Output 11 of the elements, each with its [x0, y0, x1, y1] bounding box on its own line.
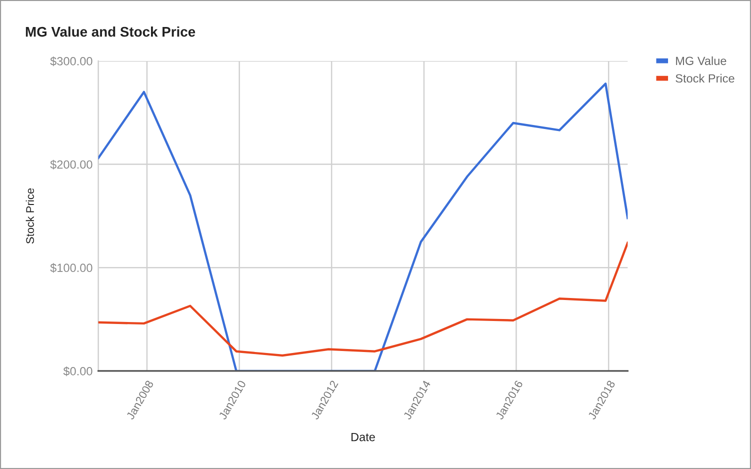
- chart-title: MG Value and Stock Price: [26, 26, 196, 37]
- y-tick-label: $200.00: [50, 160, 92, 170]
- line-series: [98, 242, 628, 357]
- x-axis-title: Date: [351, 432, 375, 442]
- y-tick-label: $100.00: [50, 263, 92, 273]
- legend-label: MG Value: [676, 56, 726, 66]
- y-tick-label: $0.00: [63, 366, 92, 376]
- y-axis-title: Stock Price: [26, 188, 34, 244]
- y-tick-label: $300.00: [50, 56, 92, 66]
- line-series: [98, 82, 628, 371]
- legend-label: Stock Price: [676, 74, 734, 83]
